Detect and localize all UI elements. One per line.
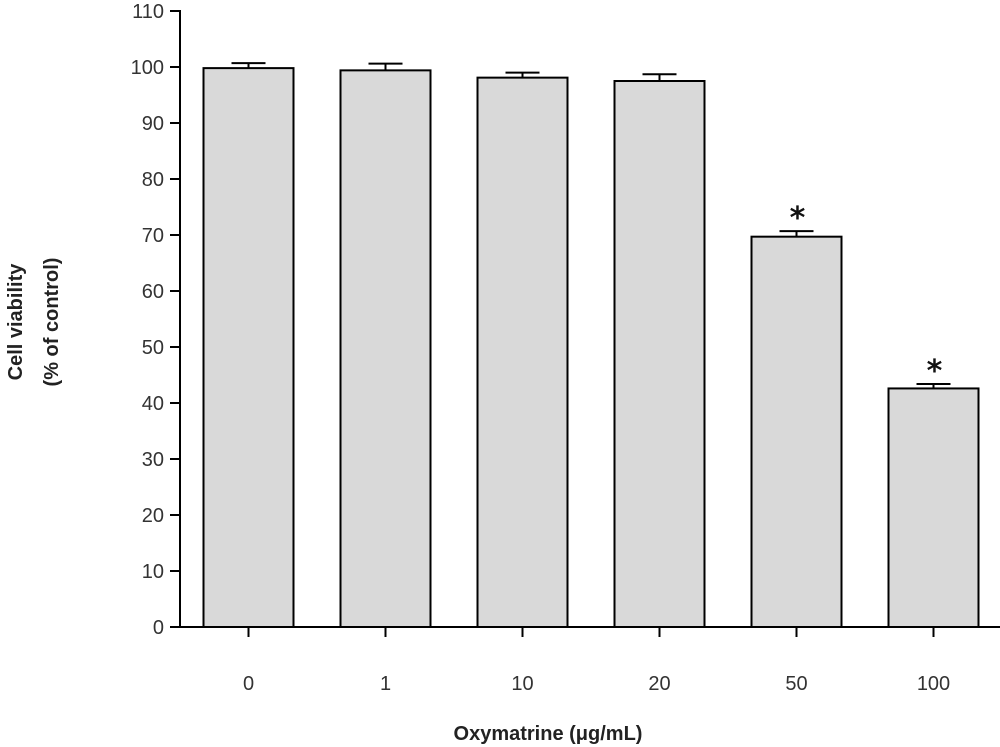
y-axis-title-group: Cell viability (% of control) [5, 258, 63, 387]
y-tick-label: 30 [142, 449, 164, 471]
error-bars-layer [231, 62, 951, 389]
x-tick-label: 100 [917, 673, 950, 695]
y-tick-label: 40 [142, 393, 164, 415]
y-ticks-layer: 0 10 20 30 40 50 60 70 80 90 100 110 [131, 1, 180, 639]
x-ticks-layer: 0 1 10 20 50 100 [243, 627, 950, 695]
y-tick-label: 90 [142, 113, 164, 135]
y-tick-label: 70 [142, 225, 164, 247]
bar [476, 76, 569, 628]
x-tick-label: 1 [380, 673, 391, 695]
bar [613, 80, 706, 628]
y-tick-label: 0 [153, 617, 164, 639]
y-axis-title-line-2: (% of control) [41, 258, 63, 387]
bar [339, 69, 432, 629]
significance-layer: ** [790, 201, 943, 389]
x-tick-label: 20 [648, 673, 670, 695]
y-tick-label: 110 [132, 1, 164, 23]
y-tick-label: 100 [131, 57, 164, 79]
x-tick-label: 50 [785, 673, 807, 695]
x-axis-title: Oxymatrine (μg/mL) [454, 723, 643, 745]
y-tick-label: 50 [142, 337, 164, 359]
y-tick-label: 10 [142, 561, 164, 583]
y-tick-label: 60 [142, 281, 164, 303]
y-tick-label: 20 [142, 505, 164, 527]
bar [887, 387, 980, 628]
significance-marker: * [927, 354, 943, 389]
bar [202, 67, 295, 629]
x-tick-label: 10 [511, 673, 533, 695]
y-axis-title-line-1: Cell viability [5, 263, 27, 381]
bars-layer [202, 67, 980, 629]
significance-marker: * [790, 201, 806, 236]
bar [750, 235, 843, 628]
y-tick-label: 80 [142, 169, 164, 191]
x-tick-label: 0 [243, 673, 254, 695]
